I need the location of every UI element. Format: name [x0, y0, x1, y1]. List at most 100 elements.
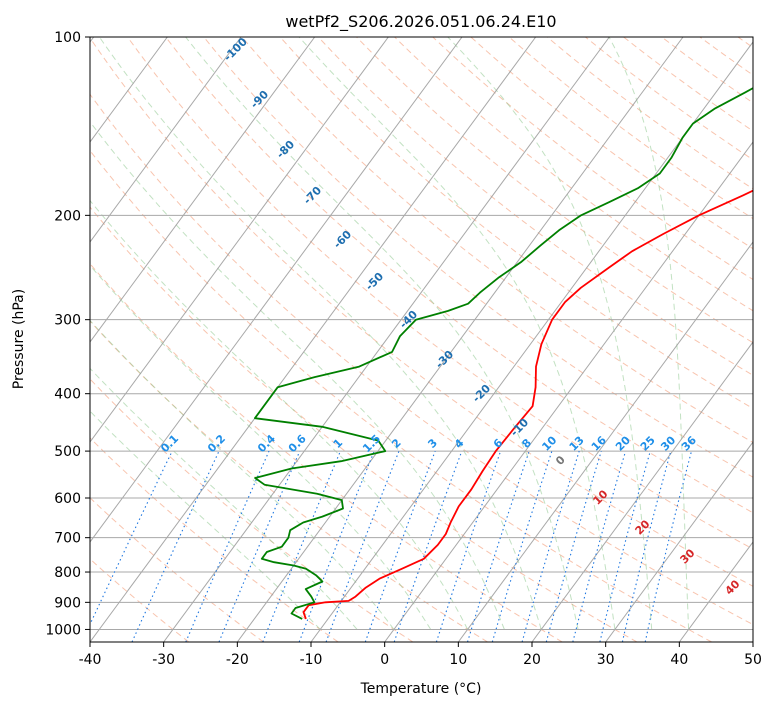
- moist-adiabat-line: [90, 410, 321, 630]
- y-tick-label: 600: [54, 491, 81, 507]
- isotherm-label: -80: [274, 138, 297, 161]
- mixing-ratio-line: [435, 450, 502, 642]
- moist-adiabat-label: 20: [633, 517, 653, 537]
- dry-adiabat-line: [90, 149, 712, 642]
- x-tick-label: 10: [449, 652, 467, 668]
- y-axis-title: Pressure (hPa): [11, 289, 27, 389]
- mixing-ratio-label: 10: [539, 433, 559, 453]
- isotherm-line: [90, 37, 537, 642]
- dry-adiabat-line: [241, 37, 753, 444]
- isotherm-line: [90, 37, 316, 343]
- mixing-ratio-line: [466, 450, 530, 642]
- mixing-ratio-label: 6: [491, 436, 506, 451]
- mixing-ratio-label: 30: [658, 433, 678, 453]
- dry-adiabat-line: [737, 37, 753, 49]
- dry-adiabat-line: [90, 206, 638, 642]
- dry-adiabat-line: [546, 37, 753, 190]
- dry-adiabat-line: [90, 37, 753, 587]
- y-tick-label: 1000: [45, 622, 81, 638]
- y-tick-label: 900: [54, 595, 81, 611]
- isotherm-label: -30: [433, 348, 456, 371]
- mixing-ratio-label: 20: [613, 433, 633, 453]
- mixing-ratio-label: 4: [452, 436, 467, 451]
- x-tick-label: 0: [380, 652, 389, 668]
- dry-adiabat-line: [127, 37, 753, 550]
- dry-adiabat-line: [661, 37, 753, 104]
- isotherm-line: [457, 241, 753, 642]
- x-tick-label: 40: [670, 652, 688, 668]
- moist-adiabat-label: 30: [678, 546, 698, 566]
- isotherm-label: -10: [508, 416, 531, 439]
- mixing-ratio-line: [572, 450, 627, 642]
- isotherm-line: [605, 441, 753, 642]
- dry-adiabat-line: [394, 37, 753, 312]
- moist-adiabat-line: [90, 264, 432, 630]
- y-tick-label: 200: [54, 208, 81, 224]
- x-tick-label: -40: [79, 652, 102, 668]
- moist-adiabat-line: [90, 367, 358, 630]
- dry-adiabat-line: [623, 37, 753, 132]
- mixing-ratio-line: [545, 450, 602, 642]
- mixing-ratio-label: 8: [519, 436, 534, 451]
- y-tick-label: 500: [54, 444, 81, 460]
- isotherm-line: [752, 641, 753, 642]
- x-tick-label: 20: [523, 652, 541, 668]
- moist-adiabat-label: 40: [723, 577, 743, 597]
- isotherm-label: -90: [248, 88, 271, 111]
- mixing-ratio-line: [218, 450, 301, 642]
- mixing-ratio-label: 0.1: [158, 432, 181, 455]
- dry-adiabat-line: [317, 37, 753, 376]
- y-tick-label: 400: [54, 387, 81, 403]
- dewpoint-profile-line: [254, 87, 753, 620]
- isotherm-line: [90, 37, 168, 143]
- temperature-profile-line: [302, 189, 753, 620]
- isotherm-line: [90, 37, 463, 543]
- chart-title: wetPf2_S206.2026.051.06.24.E10: [285, 12, 556, 32]
- dry-adiabat-line: [356, 37, 753, 344]
- moist-adiabat-line: [298, 37, 616, 630]
- dry-adiabat-line: [90, 497, 264, 642]
- dry-adiabat-line: [470, 37, 753, 250]
- isotherm-line: [384, 141, 753, 642]
- moist-adiabat-line: [90, 199, 469, 630]
- mixing-ratio-line: [131, 450, 220, 642]
- dry-adiabat-line: [165, 37, 753, 514]
- y-tick-label: 700: [54, 531, 81, 547]
- moist-adiabat-label: 10: [591, 487, 611, 507]
- isotherm-label: -100: [221, 35, 250, 64]
- dry-adiabat-line: [203, 37, 753, 478]
- isotherm-line: [678, 541, 753, 642]
- plot-frame: [89, 36, 754, 643]
- x-tick-label: -30: [152, 652, 175, 668]
- x-tick-label: -20: [226, 652, 249, 668]
- mixing-ratio-line: [393, 450, 463, 642]
- moist-adiabat-label: 0: [553, 453, 568, 468]
- isotherm-line: [531, 341, 753, 642]
- dry-adiabat-line: [90, 320, 488, 642]
- moist-adiabat-line: [447, 37, 653, 630]
- moist-adiabat-line: [98, 37, 542, 630]
- mixing-ratio-line: [325, 450, 400, 642]
- mixing-ratio-line: [90, 450, 173, 626]
- moist-adiabat-line: [185, 37, 579, 630]
- dry-adiabat-line: [508, 37, 753, 220]
- y-tick-label: 100: [54, 30, 81, 46]
- x-axis-title: Temperature (°C): [360, 681, 482, 697]
- mixing-ratio-label: 0.6: [286, 432, 309, 455]
- mixing-ratio-line: [521, 450, 580, 642]
- mixing-ratio-line: [364, 450, 436, 642]
- mixing-ratio-line: [621, 450, 672, 642]
- moist-adiabat-line: [608, 37, 690, 630]
- dry-adiabat-line: [90, 263, 563, 642]
- mixing-ratio-line: [262, 450, 341, 642]
- isotherm-label: -60: [331, 228, 354, 251]
- isotherm-line: [163, 37, 610, 642]
- mixing-ratio-line: [491, 450, 553, 642]
- isotherm-label: -40: [397, 308, 420, 331]
- y-tick-label: 300: [54, 313, 81, 329]
- mixing-ratio-label: 1: [331, 436, 346, 451]
- dry-adiabat-line: [279, 37, 753, 410]
- isotherm-label: -50: [363, 270, 386, 293]
